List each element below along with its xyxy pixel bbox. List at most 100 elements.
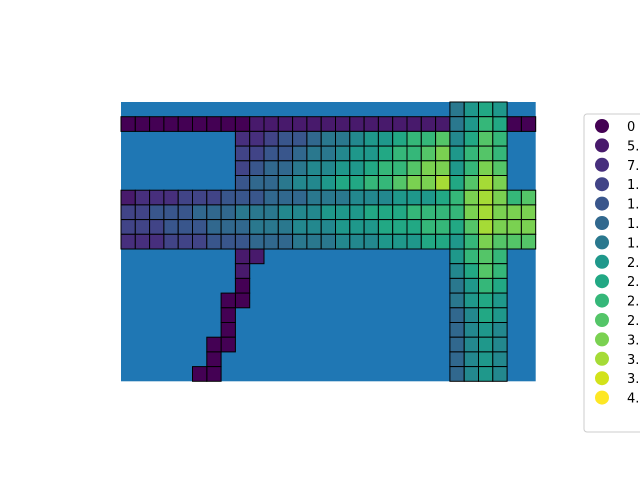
heatmap-cell <box>478 116 494 132</box>
heatmap-cell <box>277 204 294 221</box>
legend-label: 2. <box>627 295 639 310</box>
heatmap-cell <box>149 204 165 221</box>
legend-items: 0 5. 7. 1. 1. 1. 1. 2. 2. 2. 2. 3. 3. 3. 4. <box>595 119 639 407</box>
heatmap-cell <box>478 145 494 162</box>
heatmap-cell <box>292 116 308 132</box>
heatmap-cell <box>306 219 322 235</box>
heatmap-cell <box>192 366 208 382</box>
legend: 0 5. 7. 1. 1. 1. 1. 2. 2. 2. 2. 3. 3. 3. 4. <box>583 113 640 433</box>
heatmap-cell <box>492 219 508 235</box>
heatmap-cell <box>392 116 408 132</box>
heatmap-cell <box>377 189 394 206</box>
heatmap-cell <box>134 233 151 250</box>
legend-label: 1. <box>627 198 639 213</box>
heatmap-cell <box>349 233 365 250</box>
heatmap-cell <box>392 219 408 235</box>
heatmap-cell <box>392 189 408 206</box>
heatmap-cell <box>163 233 179 250</box>
heatmap-cell <box>377 145 394 162</box>
heatmap-cell <box>134 189 151 206</box>
legend-label: 2. <box>627 256 639 271</box>
heatmap-cell <box>463 366 480 382</box>
heatmap-cell <box>292 219 308 235</box>
heatmap-cell <box>478 160 494 177</box>
heatmap-cell <box>120 189 136 206</box>
heatmap-cell <box>520 233 537 250</box>
heatmap-cell <box>463 189 480 206</box>
heatmap-cell <box>149 116 165 132</box>
legend-marker <box>595 216 609 230</box>
heatmap-cell <box>392 145 408 162</box>
heatmap-cell <box>406 175 422 191</box>
heatmap-cell <box>234 130 251 147</box>
heatmap-cell <box>478 233 494 250</box>
heatmap-cell <box>492 175 508 191</box>
heatmap-cell <box>520 219 537 235</box>
heatmap-cell <box>377 175 394 191</box>
heatmap-cell <box>406 219 422 235</box>
heatmap-cell <box>478 204 494 221</box>
heatmap-cell <box>478 101 494 118</box>
heatmap-cell <box>192 116 208 132</box>
heatmap-cell <box>220 336 236 353</box>
heatmap-cell <box>363 130 379 147</box>
heatmap-cell <box>292 130 308 147</box>
legend-label: 7. <box>627 159 639 174</box>
heatmap-cell <box>492 292 508 309</box>
heatmap-cell <box>449 175 465 191</box>
heatmap-cell <box>420 160 437 177</box>
legend-label: 1. <box>627 178 639 193</box>
heatmap-cell <box>234 292 251 309</box>
heatmap-cell <box>335 189 351 206</box>
heatmap-cell <box>206 204 222 221</box>
heatmap-cell <box>206 351 222 368</box>
heatmap-cell <box>234 277 251 294</box>
legend-marker <box>595 313 609 327</box>
legend-marker <box>595 351 609 366</box>
heatmap-cell <box>449 292 465 309</box>
heatmap-cell <box>220 307 236 323</box>
heatmap-cell <box>206 189 222 206</box>
legend-label: 2. <box>627 275 639 290</box>
heatmap-cell <box>463 263 480 279</box>
heatmap-cell <box>463 277 480 294</box>
heatmap-cell <box>463 219 480 235</box>
heatmap-cell <box>506 116 522 132</box>
heatmap-cell <box>492 130 508 147</box>
heatmap-cell <box>449 130 465 147</box>
heatmap-cell <box>435 116 451 132</box>
heatmap-cell <box>220 116 236 132</box>
heatmap-cell <box>120 204 136 221</box>
heatmap-cell <box>506 189 522 206</box>
legend-marker <box>595 177 609 192</box>
legend-marker <box>595 254 609 269</box>
heatmap-cell <box>120 219 136 235</box>
heatmap-cell <box>392 175 408 191</box>
heatmap-cell <box>420 233 437 250</box>
heatmap-cell <box>335 204 351 221</box>
heatmap-cell <box>449 307 465 323</box>
legend-label: 4. <box>627 392 639 407</box>
heatmap-cell <box>478 175 494 191</box>
heatmap-cell <box>234 204 251 221</box>
heatmap-cell <box>163 204 179 221</box>
heatmap-cell <box>277 219 294 235</box>
heatmap-cell <box>249 248 265 265</box>
heatmap-cell <box>263 160 279 177</box>
heatmap-cell <box>463 336 480 353</box>
heatmap-cell <box>192 204 208 221</box>
heatmap-cell <box>234 160 251 177</box>
heatmap-cell <box>349 175 365 191</box>
heatmap-cell <box>306 175 322 191</box>
heatmap-cell <box>220 189 236 206</box>
heatmap-cell <box>206 366 222 382</box>
heatmap-cell <box>392 204 408 221</box>
heatmap-cell <box>392 233 408 250</box>
heatmap-cell <box>420 175 437 191</box>
heatmap-cell <box>492 277 508 294</box>
legend-label: 1. <box>627 236 639 251</box>
legend-marker <box>595 371 609 386</box>
heatmap-cell <box>363 145 379 162</box>
heatmap-cell <box>234 175 251 191</box>
legend-box <box>583 113 640 433</box>
